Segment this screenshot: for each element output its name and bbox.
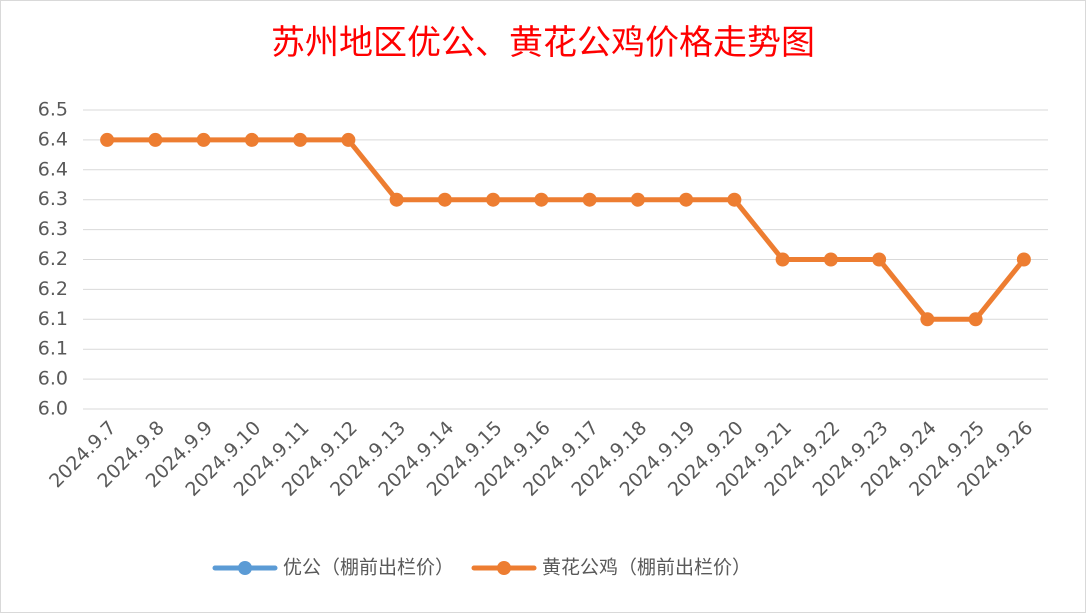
y-tick-label: 6.4	[38, 158, 68, 180]
data-point	[630, 192, 645, 207]
data-point	[775, 252, 790, 267]
series-line	[107, 137, 1026, 322]
data-point	[872, 252, 887, 267]
legend-label: 优公（棚前出栏价）	[283, 557, 454, 579]
data-point	[341, 132, 356, 147]
y-tick-label: 6.0	[38, 398, 68, 420]
data-point	[486, 192, 501, 207]
data-point	[389, 192, 404, 207]
data-point	[244, 132, 259, 147]
data-point	[437, 192, 452, 207]
legend-marker	[238, 561, 252, 575]
data-point	[727, 192, 742, 207]
legend-marker	[497, 561, 512, 575]
data-point	[1016, 252, 1031, 267]
legend-label: 黄花公鸡（棚前出栏价）	[542, 557, 751, 579]
chart-title: 苏州地区优公、黄花公鸡价格走势图	[271, 23, 815, 63]
data-point	[679, 192, 694, 207]
data-point	[968, 312, 983, 327]
data-point	[582, 192, 597, 207]
data-point	[823, 252, 838, 267]
y-tick-label: 6.4	[38, 128, 68, 150]
data-point	[196, 132, 211, 147]
y-tick-label: 6.0	[38, 368, 68, 390]
data-point	[148, 132, 163, 147]
y-tick-label: 6.1	[38, 308, 68, 330]
y-tick-label: 6.3	[38, 218, 68, 240]
data-point	[293, 132, 308, 147]
y-tick-label: 6.2	[38, 248, 68, 270]
data-point	[100, 132, 115, 147]
data-point	[920, 312, 935, 327]
data-point	[534, 192, 549, 207]
y-tick-label: 6.5	[38, 99, 68, 121]
y-tick-label: 6.2	[38, 278, 68, 300]
y-tick-label: 6.1	[38, 338, 68, 360]
y-tick-label: 6.3	[38, 188, 68, 210]
